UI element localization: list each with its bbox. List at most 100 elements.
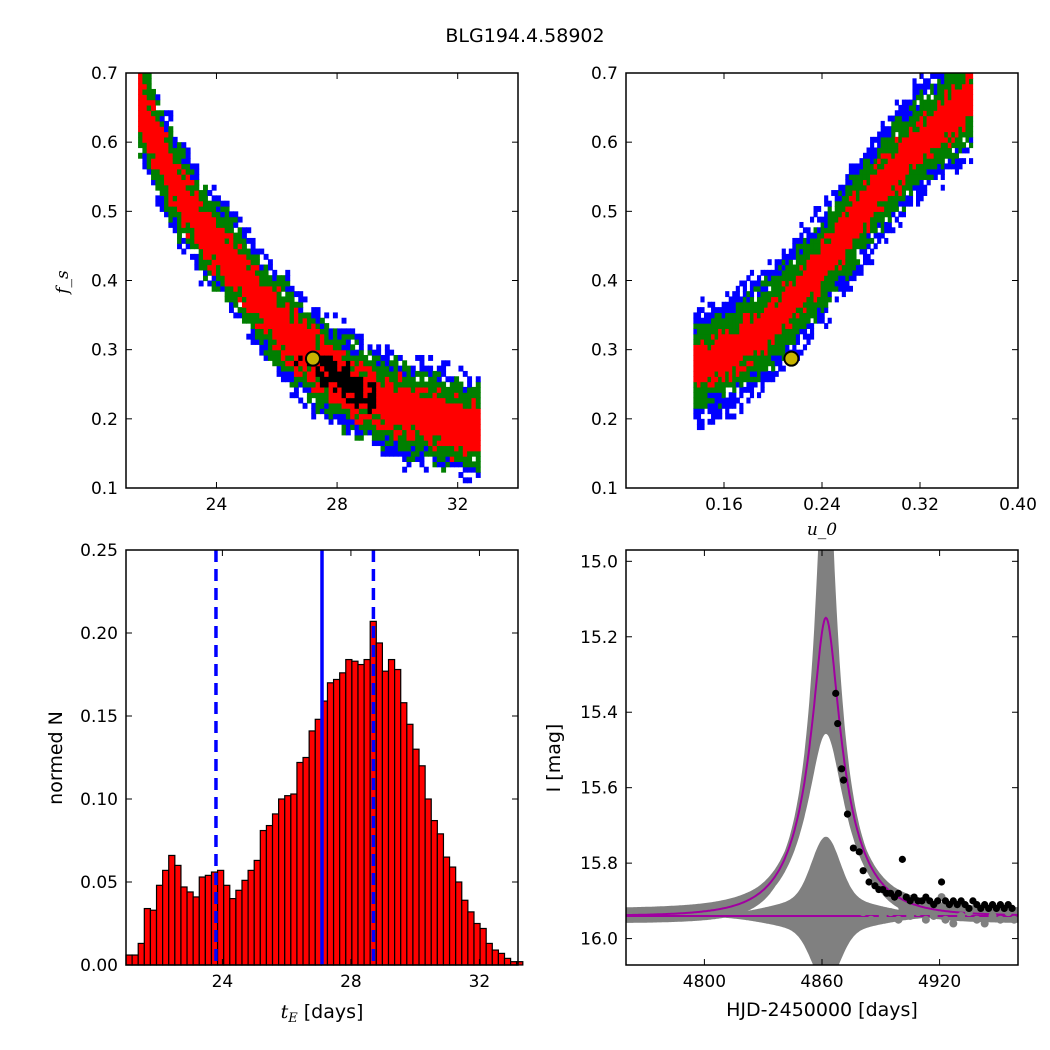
heat-cell-middle — [384, 365, 390, 372]
heat-cell-middle — [423, 450, 429, 457]
heat-cell-middle — [753, 307, 758, 314]
heat-cell-middle — [852, 184, 857, 191]
heat-cell-middle — [838, 190, 843, 196]
heat-cell-middle — [919, 99, 924, 106]
heat-cell-outer — [711, 392, 716, 399]
heat-cell-outer — [185, 147, 191, 154]
heat-cell-inner — [862, 190, 868, 196]
heat-cell-inner — [877, 190, 882, 196]
heat-cell-middle — [930, 83, 935, 90]
heat-cell-inner — [795, 285, 800, 292]
heat-cell-outer — [350, 328, 356, 335]
heat-cell-inner — [146, 126, 152, 133]
heat-cell-outer — [799, 221, 804, 228]
heat-cell-middle — [703, 402, 709, 409]
heat-cell-outer — [181, 142, 187, 149]
heat-cell-middle — [721, 381, 726, 388]
heat-cell-middle — [937, 78, 942, 85]
heat-cell-inner — [937, 120, 942, 127]
heat-cell-middle — [788, 275, 793, 282]
heat-cell-middle — [711, 386, 716, 393]
heat-cell-middle — [168, 206, 174, 212]
heat-cell-outer — [778, 269, 783, 276]
heat-cell-middle — [454, 397, 460, 404]
heat-cell-core — [371, 392, 377, 399]
heat-cell-outer — [919, 195, 924, 202]
heat-cell-outer — [852, 275, 857, 282]
heat-cell-middle — [901, 184, 906, 191]
heat-cell-middle — [764, 354, 769, 361]
heat-cell-inner — [237, 264, 243, 271]
heat-cell-inner — [185, 206, 191, 212]
heat-cell-outer — [462, 386, 468, 393]
heat-cell-middle — [441, 392, 447, 399]
heat-cell-inner — [458, 408, 464, 415]
heat-cell-middle — [714, 312, 719, 319]
heat-cell-outer — [926, 83, 931, 90]
heat-cell-middle — [778, 333, 783, 340]
heat-cell-middle — [919, 110, 924, 117]
heat-cell-inner — [363, 402, 369, 409]
heat-cell-middle — [746, 307, 751, 314]
heat-cell-inner — [894, 184, 899, 191]
heat-cell-core — [354, 397, 360, 404]
heat-cell-middle — [965, 126, 970, 133]
histogram-bar — [223, 884, 231, 966]
heat-cell-inner — [915, 142, 921, 149]
heat-cell-middle — [923, 174, 928, 181]
heat-cell-middle — [436, 370, 442, 377]
heat-cell-middle — [328, 408, 334, 415]
heat-cell-inner — [410, 397, 416, 404]
histogram-bars — [125, 620, 524, 966]
heat-cell-inner — [930, 142, 935, 149]
heat-cell-middle — [241, 237, 247, 244]
heat-cell-outer — [824, 323, 829, 329]
heat-cell-outer — [389, 349, 395, 356]
heat-cell-outer — [711, 301, 716, 308]
heat-cell-inner — [138, 73, 143, 79]
heat-cell-middle — [887, 211, 892, 218]
heat-cell-inner — [419, 413, 425, 420]
heat-cell-inner — [220, 248, 226, 255]
heat-cell-inner — [813, 280, 818, 287]
heat-cell-inner — [806, 269, 811, 276]
heat-cell-inner — [718, 339, 723, 345]
heat-cell-middle — [898, 136, 903, 143]
heat-cell-inner — [873, 179, 878, 186]
heat-cell-middle — [958, 131, 963, 138]
heat-cell-middle — [700, 402, 705, 409]
heat-cell-outer — [933, 73, 938, 79]
heat-cell-inner — [393, 392, 399, 399]
axis-ticks: 0.16 0.24 0.32 0.400.10.20.30.40.50.60.7 — [591, 64, 1037, 515]
heat-cell-middle — [894, 115, 899, 122]
heat-cell-inner — [302, 349, 308, 356]
heat-cell-inner — [753, 323, 758, 329]
heat-cell-outer — [462, 466, 468, 473]
data-point — [898, 855, 906, 863]
data-point — [834, 719, 842, 728]
heat-cell-middle — [224, 211, 230, 218]
heat-cell-inner — [211, 264, 217, 271]
heat-cell-outer — [873, 152, 878, 159]
heat-cell-outer — [887, 221, 892, 228]
heat-cell-inner — [397, 370, 403, 377]
heat-cell-middle — [841, 206, 846, 212]
heat-cell-inner — [181, 184, 187, 191]
heat-cell-middle — [211, 211, 217, 218]
heat-cell-inner — [969, 104, 974, 111]
heat-cell-inner — [363, 365, 369, 372]
heat-cell-middle — [870, 163, 875, 170]
heat-cell-inner — [384, 408, 390, 415]
heat-cell-inner — [458, 402, 464, 409]
heat-cell-inner — [859, 195, 864, 202]
heat-cell-middle — [827, 275, 832, 282]
heat-cell-middle — [795, 264, 800, 271]
heat-cell-inner — [693, 365, 698, 372]
heat-cell-inner — [831, 248, 836, 255]
heat-cell-inner — [306, 376, 312, 383]
heat-cell-inner — [774, 323, 779, 329]
heat-cell-outer — [933, 174, 938, 181]
heat-cell-middle — [831, 285, 836, 292]
heat-cell-inner — [215, 232, 221, 239]
heat-cell-middle — [263, 269, 269, 276]
